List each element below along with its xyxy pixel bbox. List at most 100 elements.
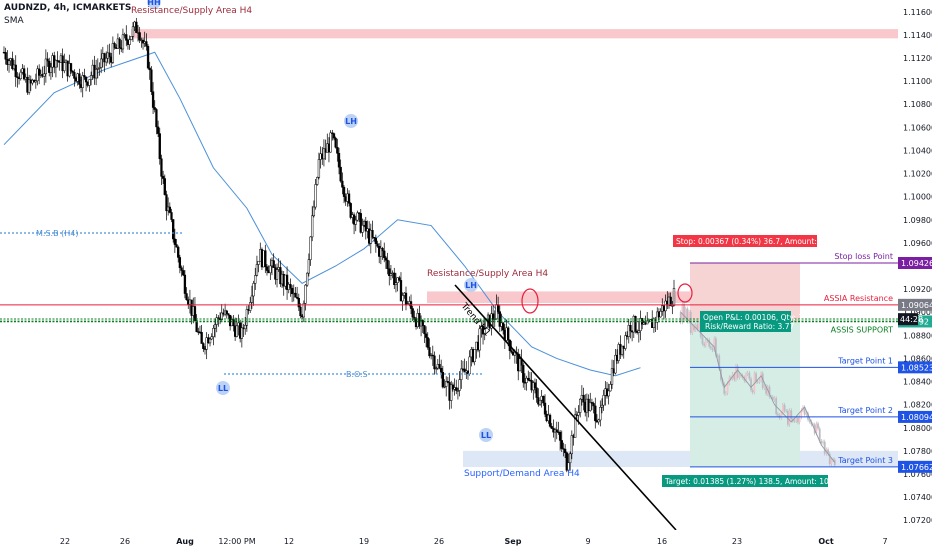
target-point-2-price-text: 1.08094 — [901, 413, 932, 422]
candle-body — [49, 66, 53, 73]
projection-body — [773, 398, 776, 400]
candle-body — [290, 287, 294, 295]
support-area-label: Support/Demand Area H4 — [464, 469, 580, 479]
hh-marker — [147, 0, 161, 9]
candle-body — [195, 320, 198, 332]
x-tick-label: 19 — [359, 537, 369, 546]
projection-body — [718, 355, 721, 369]
candle-body — [364, 220, 367, 232]
projection-body — [756, 381, 759, 383]
candle-body — [329, 132, 332, 153]
trend-line[interactable] — [454, 284, 677, 531]
candle-body — [455, 387, 458, 391]
candle-body — [555, 429, 558, 433]
projection-body — [708, 339, 711, 347]
sweep-circle-1 — [521, 288, 539, 314]
candle-body — [438, 364, 441, 369]
y-tick-label: 1.09000 — [903, 308, 932, 317]
projection-body — [684, 308, 687, 320]
y-tick-label: 1.07600 — [903, 470, 932, 479]
projection-body — [686, 308, 689, 322]
candle-body — [265, 266, 269, 271]
resistance-zone-mid — [427, 291, 800, 303]
candle-body — [131, 26, 135, 37]
x-tick-label: Aug — [176, 537, 194, 546]
candle-body — [599, 406, 602, 421]
time-axis-bg[interactable] — [0, 530, 932, 550]
projection-body — [688, 311, 690, 322]
candle-body — [165, 194, 168, 212]
projection-body — [828, 453, 831, 464]
candle-body — [299, 306, 302, 317]
candle-body — [339, 166, 342, 182]
projection-body — [736, 365, 739, 378]
x-tick-label: 9 — [585, 537, 590, 546]
projection-body — [817, 423, 819, 429]
target-point-1-price-text: 1.08523 — [901, 363, 932, 372]
candle-body — [418, 313, 421, 327]
sweep-circle-2 — [677, 283, 693, 303]
projection-body — [760, 373, 762, 381]
candle-body — [118, 38, 121, 49]
candle-body — [349, 203, 352, 218]
projection-body — [785, 410, 788, 412]
assia-resistance-label: ASSIA Resistance — [824, 294, 893, 303]
candle-body — [614, 354, 617, 374]
candle-body — [336, 146, 339, 154]
candle-body — [264, 250, 267, 267]
candle-body — [579, 398, 582, 413]
candle-body — [376, 243, 379, 247]
candle-body — [602, 395, 605, 406]
candle-body — [443, 386, 446, 388]
candle-body — [445, 381, 448, 387]
y-tick-label: 1.10800 — [903, 100, 932, 109]
lh1-label: LH — [345, 117, 357, 126]
target-point-2-price-badge — [898, 410, 932, 423]
candle-body — [634, 316, 637, 332]
projection-body — [827, 449, 829, 454]
projection-body — [714, 338, 717, 356]
y-tick-label: 1.11200 — [903, 54, 932, 63]
ll2-label: LL — [481, 431, 491, 440]
projection-body — [733, 374, 736, 380]
y-tick-label: 1.07800 — [903, 447, 932, 456]
candle-body — [386, 259, 389, 269]
projection-body — [765, 386, 768, 394]
candle-body — [225, 310, 228, 315]
projection-body — [751, 390, 754, 393]
projection-body — [803, 407, 806, 415]
msb-label: M.S.B (H4) — [36, 229, 78, 238]
candle-body — [227, 313, 230, 316]
candle-body — [130, 36, 133, 40]
candle-body — [235, 325, 238, 337]
stop-loss-point-price-text: 1.09426 — [901, 259, 932, 268]
candle-body — [352, 214, 356, 225]
candle-body — [421, 320, 424, 326]
projection-body — [758, 380, 761, 382]
projection-body — [830, 459, 833, 464]
candle-body — [175, 244, 178, 248]
candle-body — [597, 419, 600, 423]
candle-body — [431, 354, 434, 357]
projection-body — [818, 428, 821, 442]
projection-body — [723, 384, 726, 394]
candle-body — [639, 317, 642, 332]
candle-body — [105, 57, 108, 63]
chart-title: AUDNZD, 4h, ICMARKETS — [4, 3, 132, 13]
candle-body — [69, 63, 73, 72]
projection-body — [725, 393, 727, 394]
candle-body — [252, 283, 255, 297]
candle-body — [401, 295, 404, 302]
candle-body — [389, 273, 393, 276]
candle-body — [399, 280, 403, 302]
candle-body — [96, 68, 99, 70]
candle-body — [491, 313, 495, 320]
candle-body — [73, 72, 76, 79]
candle-body — [558, 432, 562, 441]
candle-body — [424, 333, 428, 338]
candle-body — [150, 69, 153, 92]
candle-body — [156, 126, 160, 134]
candle-body — [245, 309, 249, 326]
